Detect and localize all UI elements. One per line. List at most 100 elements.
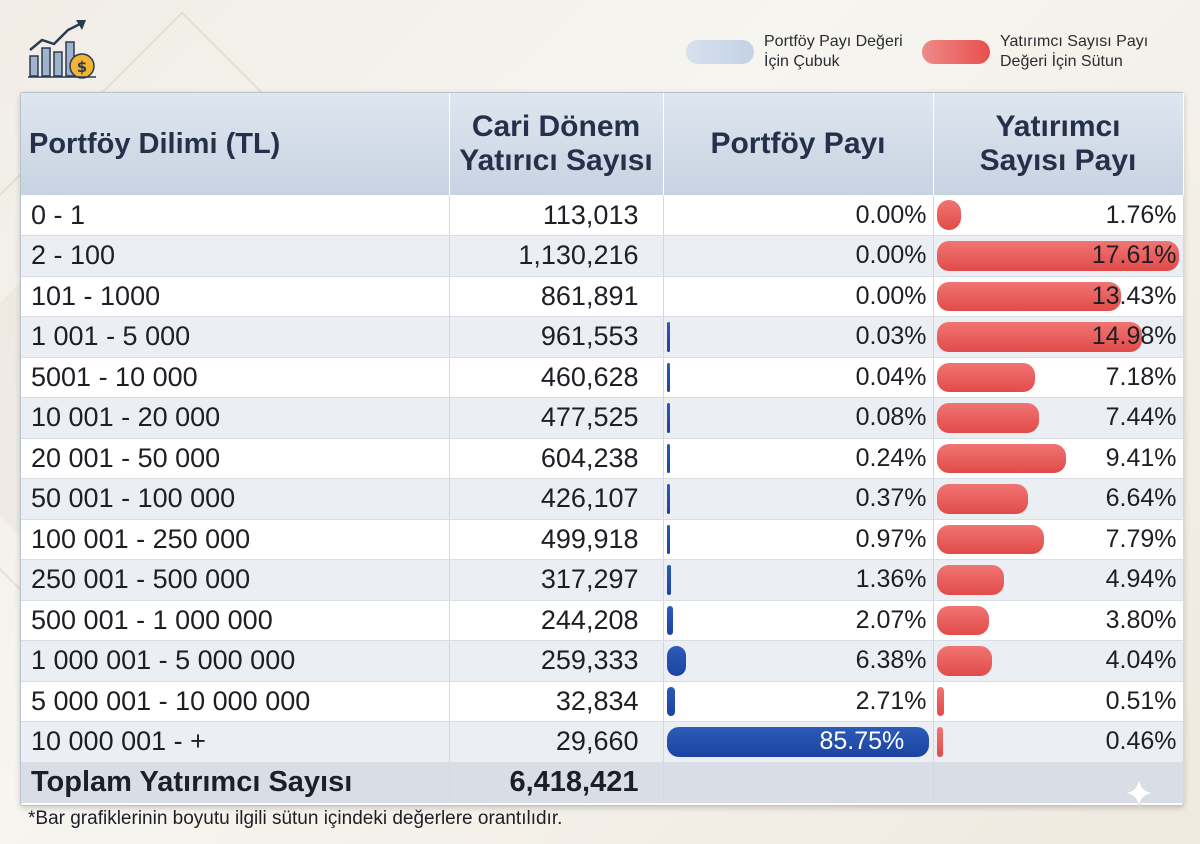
portfolio-share-value: 1.36% xyxy=(855,565,927,594)
investor-share-bar xyxy=(936,565,1005,595)
investor-share-cell: 9.41% xyxy=(933,438,1184,479)
portfolio-share-cell: 2.71% xyxy=(663,681,934,722)
portfolio-share-bar xyxy=(666,322,670,352)
portfolio-share-bar xyxy=(666,443,670,473)
investor-share-value: 13.43% xyxy=(1091,281,1177,310)
table-row: 5001 - 10 000 460,628 0.04% 7.18% xyxy=(21,357,1184,398)
portfolio-share-cell: 0.00% xyxy=(663,276,934,317)
investor-count: 961,553 xyxy=(449,316,664,358)
investor-share-cell: 0.46% xyxy=(933,721,1184,763)
svg-text:$: $ xyxy=(77,58,87,76)
investor-share-bar xyxy=(936,362,1036,392)
portfolio-share-value: 85.75% xyxy=(819,727,905,756)
investor-share-value: 14.98% xyxy=(1091,322,1177,351)
investor-count: 477,525 xyxy=(449,397,664,439)
investor-share-value: 4.04% xyxy=(1105,646,1177,675)
portfolio-share-value: 0.04% xyxy=(855,362,927,391)
portfolio-share-value: 2.07% xyxy=(855,605,927,634)
legend-investor-label: Yatırımcı Sayısı Payı Değeri İçin Sütun xyxy=(1000,33,1149,70)
portfolio-share-cell: 0.03% xyxy=(663,316,934,358)
portfolio-share-cell: 85.75% xyxy=(663,721,934,763)
slice-label: 20 001 - 50 000 xyxy=(21,438,450,479)
portfolio-share-bar xyxy=(666,646,686,676)
portfolio-share-bar xyxy=(666,484,670,514)
investor-count: 861,891 xyxy=(449,276,664,317)
investor-count: 113,013 xyxy=(449,195,664,236)
portfolio-share-bar xyxy=(666,403,670,433)
portfolio-share-value: 0.97% xyxy=(855,524,927,553)
portfolio-share-cell: 2.07% xyxy=(663,600,934,641)
investor-share-value: 1.76% xyxy=(1105,200,1177,229)
slice-label: 100 001 - 250 000 xyxy=(21,519,450,560)
investor-share-value: 7.79% xyxy=(1105,524,1177,553)
legend-portfolio-swatch xyxy=(686,40,754,64)
portfolio-share-value: 6.38% xyxy=(855,646,927,675)
slice-label: 50 001 - 100 000 xyxy=(21,478,450,520)
investor-share-cell: 7.18% xyxy=(933,357,1184,398)
investor-share-bar xyxy=(936,241,1179,271)
slice-label: 1 000 001 - 5 000 000 xyxy=(21,640,450,682)
investor-share-value: 0.51% xyxy=(1105,686,1177,715)
investor-count: 426,107 xyxy=(449,478,664,520)
table-row: 10 001 - 20 000 477,525 0.08% 7.44% xyxy=(21,397,1184,439)
slice-label: 250 001 - 500 000 xyxy=(21,559,450,601)
investor-share-cell: 3.80% xyxy=(933,600,1184,641)
portfolio-share-cell: 0.24% xyxy=(663,438,934,479)
slice-label: 0 - 1 xyxy=(21,195,450,236)
table-row: 250 001 - 500 000 317,297 1.36% 4.94% xyxy=(21,559,1184,601)
slice-label: 2 - 100 xyxy=(21,235,450,277)
table-row: 50 001 - 100 000 426,107 0.37% 6.64% xyxy=(21,478,1184,520)
investor-share-value: 17.61% xyxy=(1091,241,1177,270)
portfolio-share-cell: 0.04% xyxy=(663,357,934,398)
portfolio-share-cell: 0.37% xyxy=(663,478,934,520)
legend-portfolio-label: Portföy Payı Değeri İçin Çubuk xyxy=(764,33,903,70)
slice-label: 5 000 001 - 10 000 000 xyxy=(21,681,450,722)
investor-share-cell: 1.76% xyxy=(933,195,1184,236)
investor-share-cell: 7.79% xyxy=(933,519,1184,560)
investor-share-value: 6.64% xyxy=(1105,484,1177,513)
total-empty-cell xyxy=(663,762,934,803)
investor-share-bar xyxy=(936,686,944,716)
portfolio-share-cell: 1.36% xyxy=(663,559,934,601)
slice-label: 101 - 1000 xyxy=(21,276,450,317)
investor-count: 317,297 xyxy=(449,559,664,601)
investor-count: 244,208 xyxy=(449,600,664,641)
table-row: 0 - 1 113,013 0.00% 1.76% xyxy=(21,195,1184,236)
investor-share-bar xyxy=(936,322,1143,352)
investor-count: 460,628 xyxy=(449,357,664,398)
portfolio-share-value: 0.00% xyxy=(855,281,927,310)
portfolio-share-value: 0.03% xyxy=(855,322,927,351)
slice-label: 10 001 - 20 000 xyxy=(21,397,450,439)
investor-share-value: 9.41% xyxy=(1105,443,1177,472)
header-investor-share: Yatırımcı Sayısı Payı xyxy=(933,93,1184,195)
slice-label: 500 001 - 1 000 000 xyxy=(21,600,450,641)
investor-share-bar xyxy=(936,403,1039,433)
investor-share-value: 0.46% xyxy=(1105,727,1177,756)
investor-count: 259,333 xyxy=(449,640,664,682)
portfolio-share-bar xyxy=(666,727,929,757)
portfolio-share-bar xyxy=(666,565,671,595)
portfolio-share-value: 0.08% xyxy=(855,403,927,432)
portfolio-share-bar xyxy=(666,362,670,392)
table-row: 10 000 001 - +29,660 85.75% 0.46% xyxy=(21,721,1184,763)
total-label: Toplam Yatırımcı Sayısı xyxy=(21,762,450,803)
table-row: 1 000 001 - 5 000 000 259,333 6.38% 4.04% xyxy=(21,640,1184,682)
table-row: 2 - 100 1,130,216 0.00% 17.61% xyxy=(21,235,1184,277)
slice-label: 5001 - 10 000 xyxy=(21,357,450,398)
investor-count: 499,918 xyxy=(449,519,664,560)
investor-share-cell: 14.98% xyxy=(933,316,1184,358)
investor-share-value: 3.80% xyxy=(1105,605,1177,634)
portfolio-share-value: 0.00% xyxy=(855,241,927,270)
investor-share-bar xyxy=(936,524,1044,554)
portfolio-share-cell: 0.00% xyxy=(663,195,934,236)
portfolio-share-value: 2.71% xyxy=(855,686,927,715)
footnote: *Bar grafiklerinin boyutu ilgili sütun i… xyxy=(28,808,563,829)
legend-portfolio: Portföy Payı Değeri İçin Çubuk xyxy=(686,30,934,74)
investor-share-bar xyxy=(936,200,961,230)
growth-chart-coin-icon: $ xyxy=(28,20,96,79)
total-value: 6,418,421 xyxy=(449,762,664,803)
investor-share-cell: 4.94% xyxy=(933,559,1184,601)
table-row: 20 001 - 50 000 604,238 0.24% 9.41% xyxy=(21,438,1184,479)
portfolio-share-cell: 0.08% xyxy=(663,397,934,439)
investor-share-bar xyxy=(936,605,989,635)
